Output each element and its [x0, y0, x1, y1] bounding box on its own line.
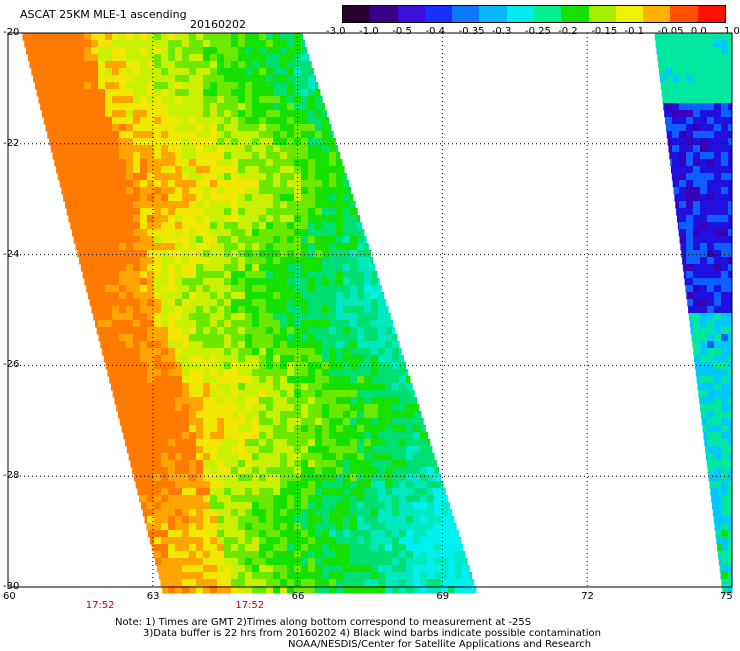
colorbar-label: -0.5	[392, 26, 412, 37]
colorbar-swatch	[452, 6, 480, 22]
time-label: 17:52	[85, 600, 115, 611]
note-line-2: 3)Data buffer is 22 hrs from 20160202 4)…	[143, 628, 601, 639]
lon-tick-label: 60	[3, 591, 16, 602]
colorbar-swatch	[506, 6, 534, 22]
colorbar-label: -0.15	[591, 26, 618, 37]
plot-frame	[7, 32, 733, 588]
colorbar-swatch	[343, 6, 371, 22]
colorbar-label: 1.0	[724, 26, 740, 37]
colorbar-label: -0.2	[558, 26, 578, 37]
swath-layer	[22, 33, 733, 594]
colorbar	[342, 5, 726, 23]
colorbar-label: -0.4	[425, 26, 446, 37]
colorbar-swatch	[643, 6, 671, 22]
colorbar-label: -0.05	[657, 26, 684, 37]
colorbar-swatch	[424, 6, 453, 22]
colorbar-swatch	[697, 6, 725, 22]
lon-tick-label: 63	[146, 591, 160, 602]
colorbar-swatch	[588, 6, 616, 22]
colorbar-swatch	[397, 6, 425, 22]
colorbar-label: -0.3	[491, 26, 512, 37]
lon-tick-label: 66	[291, 591, 305, 602]
colorbar-label: -1.0	[359, 26, 379, 37]
colorbar-label: -0.25	[525, 26, 551, 37]
west-swath	[22, 33, 477, 594]
map-title: ASCAT 25KM MLE-1 ascending	[20, 8, 187, 21]
colorbar-label: -3.0	[326, 26, 346, 37]
lat-tick-label: -24	[3, 248, 20, 260]
colorbar-swatch	[533, 6, 562, 22]
lon-tick-label: 72	[581, 591, 594, 602]
map-date: 20160202	[190, 18, 246, 31]
time-label: 17:52	[235, 600, 265, 611]
colorbar-labels: -3.0 -1.0 -0.5 -0.4 -0.35 -0.3 -0.25 -0.2 -0.15-…	[326, 26, 740, 38]
lat-tick-label: -30	[3, 581, 20, 592]
lon-tick-label: 69	[436, 591, 450, 602]
east-swath	[654, 33, 733, 594]
note-line-1: Note: 1) Times are GMT 2)Times along bot…	[115, 617, 532, 628]
colorbar-swatch	[615, 6, 644, 22]
lat-tick-label: -28	[3, 470, 20, 482]
colorbar-label: 0.0	[690, 26, 707, 37]
note-line-3: NOAA/NESDIS/Center for Satellite Applica…	[288, 639, 592, 650]
colorbar-swatch	[561, 6, 589, 22]
lat-tick-label: -26	[3, 359, 20, 371]
lon-tick-label: 75	[720, 591, 733, 602]
lat-tick-label: -22	[3, 137, 20, 149]
colorbar-swatch	[479, 6, 507, 22]
colorbar-label: -0.1	[624, 26, 645, 37]
colorbar-swatch	[370, 6, 398, 22]
colorbar-label: -0.35	[458, 26, 485, 37]
lat-tick-label: -20	[3, 27, 20, 38]
colorbar-swatch	[670, 6, 698, 22]
